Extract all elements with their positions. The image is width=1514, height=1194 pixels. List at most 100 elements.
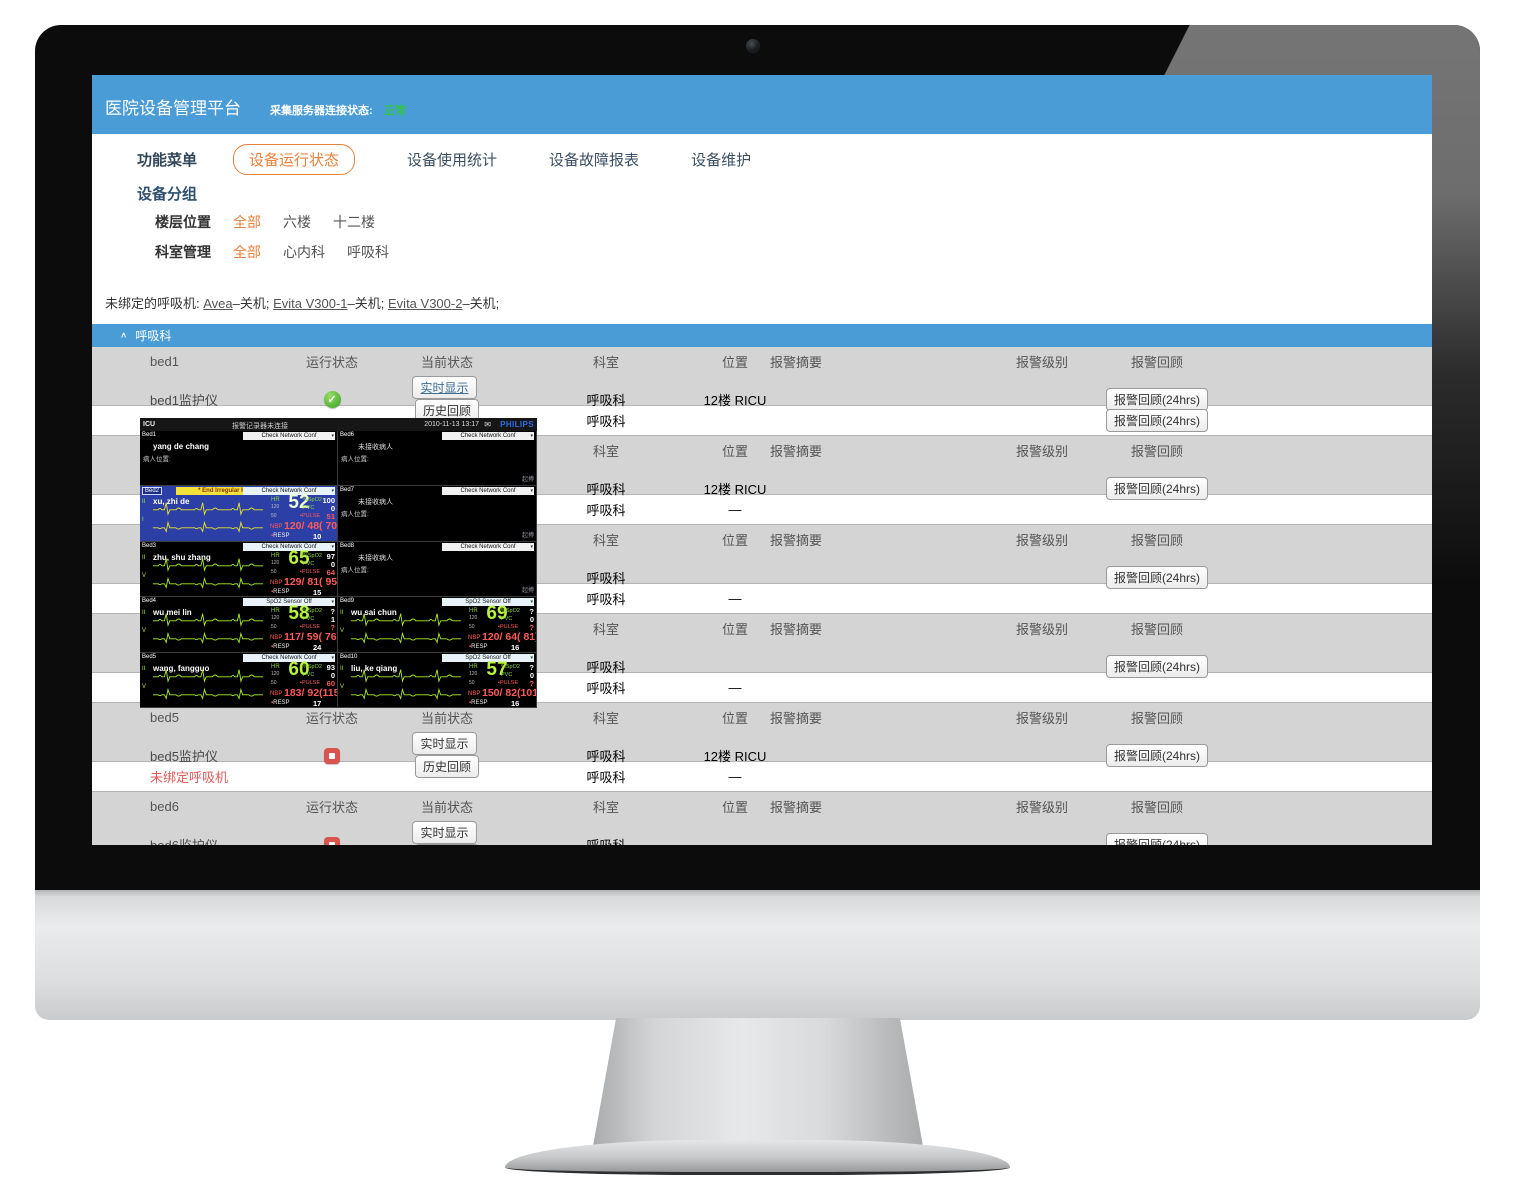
alarm-review-button[interactable]: 报警回顾(24hrs) [1105, 409, 1208, 432]
realtime-display-button[interactable]: 实时显示 [412, 732, 477, 755]
filter-option[interactable]: 六楼 [283, 214, 311, 230]
bed-panel-bed2: Bed2 * End Irregular HR Check Network Conf… [140, 486, 338, 542]
resp-label: ▪RESP [271, 644, 290, 651]
hr-limit-high: 120 [469, 670, 478, 677]
ecg-waveform [152, 521, 264, 534]
ecg-waveform [350, 613, 462, 628]
column-header: 位置 [721, 533, 748, 548]
recorder-alert-text: 报警记录器未连接 [232, 423, 288, 430]
network-conf-dropdown[interactable]: Check Network Conf ▾ [243, 542, 335, 551]
history-review-button[interactable]: 历史回顾 [414, 399, 479, 422]
pacing-status-label: 起搏 [521, 532, 534, 539]
column-header: 位置 [721, 444, 748, 459]
pulse-value: ? [529, 678, 534, 688]
bed-panel-bed6: Bed6 Check Network Conf ▾ 未接收病人 病人位置: 起搏 [338, 431, 537, 487]
column-header: 科室 [592, 800, 619, 815]
dept-cell: 呼吸科 [586, 570, 626, 586]
alarm-review-button[interactable]: 报警回顾(24hrs) [1105, 387, 1208, 411]
history-review-button[interactable]: 历史回顾 [414, 844, 479, 845]
nav-tab-usage-stats[interactable]: 设备使用统计 [407, 151, 498, 169]
hr-label: HR [271, 497, 280, 504]
patient-name: zhu, shu zhang [153, 552, 211, 562]
alarm-review-cell: 报警回顾(24hrs) [1102, 409, 1212, 432]
column-header: 报警回顾 [1130, 800, 1183, 815]
dept-cell: 呼吸科 [586, 837, 626, 846]
hr-limit-high: 120 [271, 670, 280, 677]
ventilator-link[interactable]: Evita V300-1 [273, 296, 348, 311]
network-conf-dropdown[interactable]: Check Network Conf ▾ [243, 653, 335, 662]
filter-option[interactable]: 全部 [233, 214, 261, 230]
filter-option[interactable]: 全部 [233, 244, 261, 260]
column-header: 报警级别 [1015, 444, 1068, 459]
nav-tab-menu[interactable]: 功能菜单 [137, 151, 198, 169]
network-conf-dropdown[interactable]: Check Network Conf ▾ [442, 487, 534, 496]
filter-row-floor: 楼层位置 全部 六楼 十二楼 [155, 212, 397, 232]
ventilator-link[interactable]: Evita V300-2 [388, 296, 463, 311]
bed-id-label: Bed9 [340, 598, 355, 605]
webcam-icon [746, 39, 760, 53]
chevron-up-icon[interactable]: ∧ [120, 331, 128, 340]
resp-value: 16 [511, 698, 520, 708]
network-conf-dropdown[interactable]: Check Network Conf ▾ [442, 432, 534, 440]
chevron-down-icon: ▾ [530, 543, 533, 550]
patient-location-label: 病人位置: [341, 456, 369, 463]
alarm-review-button[interactable]: 报警回顾(24hrs) [1105, 476, 1208, 500]
filter-option[interactable]: 呼吸科 [347, 244, 389, 260]
network-conf-dropdown[interactable]: Check Network Conf ▾ [243, 432, 335, 440]
patient-name: wu mei lin [153, 608, 192, 618]
column-header: 报警摘要 [770, 622, 823, 637]
ecg-waveform [350, 687, 462, 700]
pvc-value: 0 [330, 670, 335, 680]
alarm-review-button[interactable]: 报警回顾(24hrs) [1105, 654, 1208, 678]
hr-label: HR [469, 608, 478, 615]
lead-label: V [340, 628, 345, 635]
ventilator-link[interactable]: Avea [203, 296, 233, 311]
hr-limit-low: 50 [271, 568, 277, 575]
nbp-value: 120/ 64( 81) [482, 631, 537, 644]
column-header: 当前状态 [420, 711, 473, 726]
alarm-review-button[interactable]: 报警回顾(24hrs) [1105, 743, 1208, 767]
column-header: 当前状态 [420, 355, 473, 370]
network-conf-dropdown[interactable]: Check Network Conf ▾ [442, 542, 534, 551]
hr-limit-high: 120 [271, 615, 280, 622]
spo2-label: %SpO2 [501, 608, 520, 615]
network-conf-dropdown[interactable]: Check Network Conf ▾ [243, 487, 335, 496]
history-review-button[interactable]: 历史回顾 [414, 755, 479, 778]
alarm-review-button[interactable]: 报警回顾(24hrs) [1105, 832, 1208, 845]
nav-tab-fault-report[interactable]: 设备故障报表 [549, 151, 640, 169]
column-header: 科室 [592, 622, 619, 637]
nav-tab-maintenance[interactable]: 设备维护 [691, 151, 752, 169]
filter-option[interactable]: 心内科 [283, 244, 325, 260]
filter-option[interactable]: 十二楼 [333, 214, 375, 230]
spo2-label: %SpO2 [501, 663, 520, 670]
chevron-down-icon: ▾ [530, 433, 533, 439]
monitor-name: bed5监护仪 [150, 748, 218, 764]
lead-label: II [142, 554, 146, 561]
column-header: 报警级别 [1015, 355, 1068, 370]
nav-tab-device-status[interactable]: 设备运行状态 [233, 143, 356, 175]
bed-panel-bed10: Bed10 SpO2 Sensor Off ▾ liu, ke qiang II V HR 1… [338, 652, 537, 708]
realtime-display-button[interactable]: 实时显示 [412, 821, 477, 844]
column-header: 科室 [592, 444, 619, 459]
hr-value: 69 [486, 603, 508, 625]
network-conf-dropdown[interactable]: SpO2 Sensor Off ▾ [442, 598, 534, 607]
bed-id-label: Bed4 [142, 598, 157, 605]
pvc-label: PVC [501, 616, 513, 623]
section-header[interactable]: ∧ 呼吸科 [92, 324, 1432, 347]
network-conf-dropdown[interactable]: SpO2 Sensor Off ▾ [243, 598, 335, 607]
alarm-review-button[interactable]: 报警回顾(24hrs) [1105, 565, 1208, 589]
lead-label: V [142, 683, 147, 690]
nbp-value: 150/ 82(101) [482, 686, 537, 699]
bed-label: bed1 [150, 354, 179, 369]
nbp-value: 183/ 92(115) [284, 686, 338, 699]
hr-limit-high: 120 [469, 615, 478, 622]
nbp-value: 117/ 59( 76) [284, 631, 338, 644]
network-conf-dropdown[interactable]: SpO2 Sensor Off ▾ [442, 653, 534, 662]
column-header: 运行状态 [305, 711, 358, 726]
page-title: 医院设备管理平台 [105, 99, 241, 118]
realtime-monitor-popup: ICU 报警记录器未连接 2010-11-13 13:17 ✉ PHILIPS … [140, 418, 537, 708]
spo2-label: %SpO2 [303, 608, 322, 615]
dept-cell: 呼吸科 [586, 748, 626, 764]
pvc-value: 0 [529, 670, 534, 680]
realtime-display-button[interactable]: 实时显示 [412, 376, 477, 399]
